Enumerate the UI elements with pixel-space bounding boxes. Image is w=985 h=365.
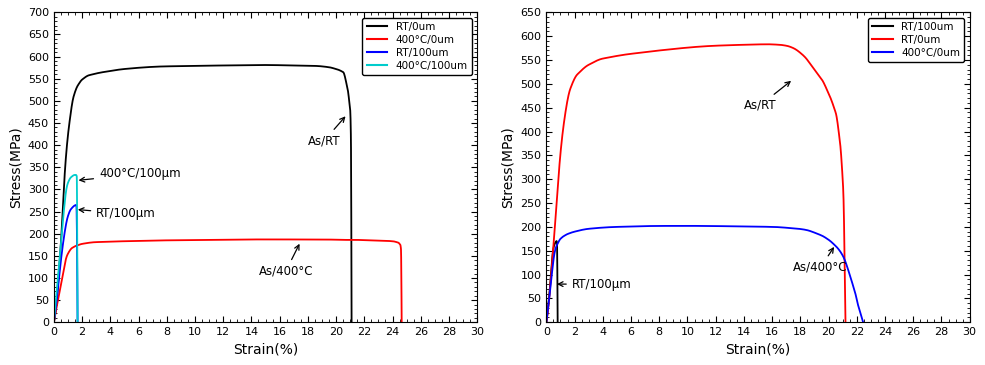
Legend: RT/100um, RT/0um, 400°C/0um: RT/100um, RT/0um, 400°C/0um	[868, 18, 964, 62]
Y-axis label: Stress(MPa): Stress(MPa)	[8, 126, 23, 208]
Text: RT/100μm: RT/100μm	[79, 207, 156, 220]
X-axis label: Strain(%): Strain(%)	[725, 343, 791, 357]
Text: As/RT: As/RT	[308, 117, 345, 147]
Legend: RT/0um, 400°C/0um, RT/100um, 400°C/100um: RT/0um, 400°C/0um, RT/100um, 400°C/100um	[362, 18, 472, 75]
Text: As/400°C: As/400°C	[793, 248, 848, 274]
Text: 400°C/100μm: 400°C/100μm	[80, 168, 180, 182]
Y-axis label: Stress(MPa): Stress(MPa)	[500, 126, 515, 208]
Text: RT/100μm: RT/100μm	[558, 278, 631, 291]
Text: As/400°C: As/400°C	[258, 245, 313, 278]
Text: As/RT: As/RT	[744, 82, 790, 112]
X-axis label: Strain(%): Strain(%)	[232, 343, 298, 357]
